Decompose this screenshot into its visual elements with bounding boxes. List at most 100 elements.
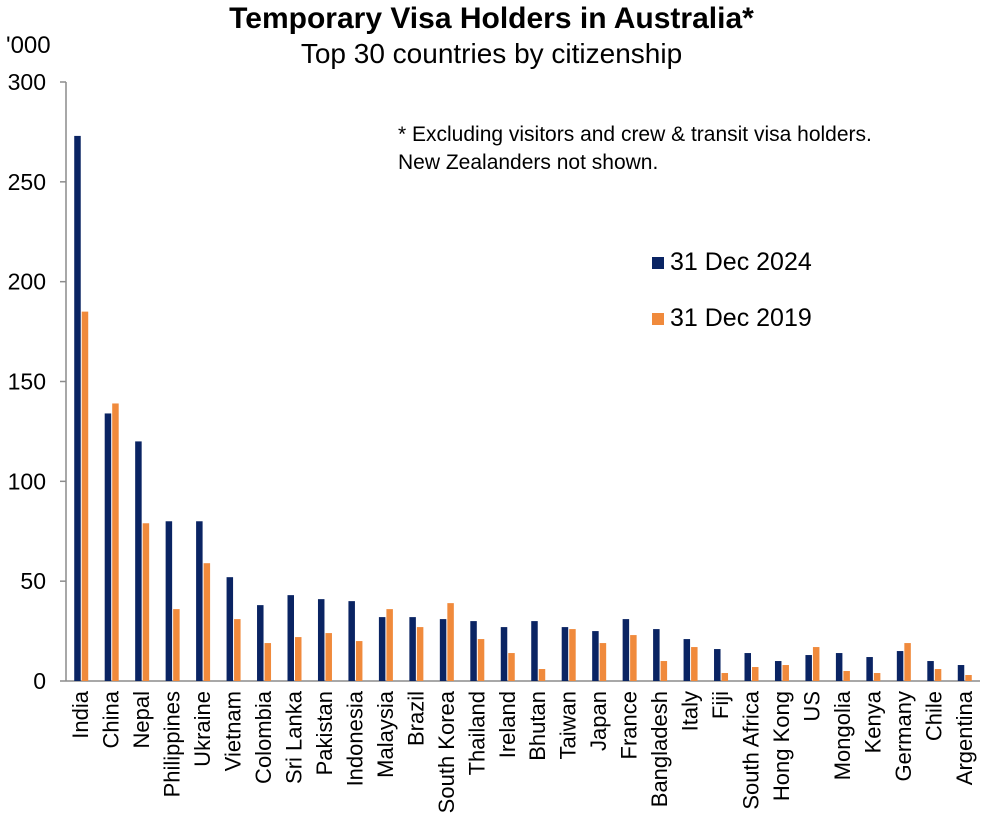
bar-2024 [805,655,812,681]
bar-2024 [957,665,965,681]
bar-2024 [714,649,721,681]
legend-item-2024: 31 Dec 2024 [652,248,812,277]
bar-2019 [325,633,332,681]
bar-2019 [934,669,942,681]
x-tick-label: Italy [678,691,703,731]
x-tick-label: Germany [891,691,916,781]
bar-2019 [355,641,363,681]
x-tick-label: India [68,690,93,738]
bar-2024 [439,619,447,681]
x-tick-label: Philippines [160,691,185,797]
bar-2019 [295,637,302,681]
bar-2019 [752,667,759,681]
legend-item-2019: 31 Dec 2019 [652,304,812,333]
y-tick-label: 250 [8,169,46,195]
note-line-2: New Zealanders not shown. [398,151,659,174]
bar-2024 [196,521,203,681]
bar-2024 [653,629,660,681]
bar-2024 [409,617,416,681]
bar-2019 [81,311,89,681]
bar-2019 [508,653,515,681]
chart-subtitle: Top 30 countries by citizenship [300,38,683,69]
x-tick-label: Kenya [860,690,885,753]
x-tick-label: China [99,690,124,748]
x-tick-label: Sri Lanka [282,690,307,784]
bar-2024 [470,621,477,681]
x-tick-label: Pakistan [312,691,337,775]
bar-2024 [866,657,873,681]
bar-2019 [904,643,911,681]
bar-2024 [683,639,691,681]
bar-2019 [416,627,424,681]
x-tick-label: Nepal [129,691,154,748]
bar-2019 [477,639,485,681]
y-tick-label: 150 [8,369,46,395]
bar-2024 [135,441,142,681]
bar-2024 [348,601,355,681]
x-tick-label: Indonesia [342,690,367,786]
legend-swatch-2019 [652,312,664,325]
legend-label-2024: 31 Dec 2024 [670,248,812,276]
bar-2019 [873,673,881,681]
bar-2019 [599,643,607,681]
x-tick-label: Ireland [495,691,520,758]
chart-note: * Excluding visitors and crew & transit … [398,121,872,177]
bar-2019 [965,675,972,681]
x-tick-label: Vietnam [221,691,246,771]
x-tick-label: Bhutan [525,691,550,761]
bar-2024 [896,651,904,681]
x-tick-label: South Korea [434,690,459,813]
bar-2019 [203,563,211,681]
bar-2019 [264,643,272,681]
y-tick-label: 100 [8,468,46,494]
bar-2019 [569,629,576,681]
bar-2024 [287,595,294,681]
bar-2019 [630,635,637,681]
x-tick-label: South Africa [739,690,764,809]
bar-2024 [257,605,264,681]
x-tick-label: Japan [586,691,611,751]
x-tick-label: Bangladesh [647,691,672,807]
x-tick-label: Malaysia [373,690,398,778]
bar-2019 [538,669,546,681]
x-tick-label: Thailand [464,691,489,775]
bar-2024 [835,653,843,681]
bar-2024 [378,617,386,681]
bar-2024 [561,627,569,681]
y-tick-label: 50 [20,568,46,594]
bar-2019 [142,523,150,681]
y-tick-label: 300 [8,69,46,95]
bar-2024 [317,599,325,681]
legend-swatch-2024 [652,256,664,269]
bar-2019 [782,665,789,681]
x-tick-label: Hong Kong [769,691,794,801]
bar-2024 [226,577,234,681]
bar-2019 [447,603,454,681]
bar-2024 [74,135,81,681]
bar-2019 [173,609,180,681]
x-tick-label: Argentina [952,690,977,785]
bar-2019 [112,403,119,681]
bar-2024 [104,413,112,681]
x-tick-label: Colombia [251,690,276,784]
bar-2019 [386,609,393,681]
bar-2024 [622,619,630,681]
bar-2019 [660,661,668,681]
x-tick-label: Ukraine [190,691,215,767]
y-axis-unit: '000 [6,32,51,59]
bar-2019 [843,671,850,681]
bar-2019 [812,647,820,681]
x-tick-label: France [617,691,642,759]
x-tick-label: Fiji [708,691,733,719]
bar-2019 [721,673,729,681]
x-tick-label: Brazil [403,691,428,746]
note-line-1: * Excluding visitors and crew & transit … [398,123,872,146]
x-tick-label: Taiwan [556,691,581,759]
bar-2024 [500,627,508,681]
legend-label-2019: 31 Dec 2019 [670,304,812,332]
bar-2024 [165,521,173,681]
bar-2024 [927,661,934,681]
chart-title: Temporary Visa Holders in Australia* [229,2,754,35]
bar-2024 [592,631,599,681]
